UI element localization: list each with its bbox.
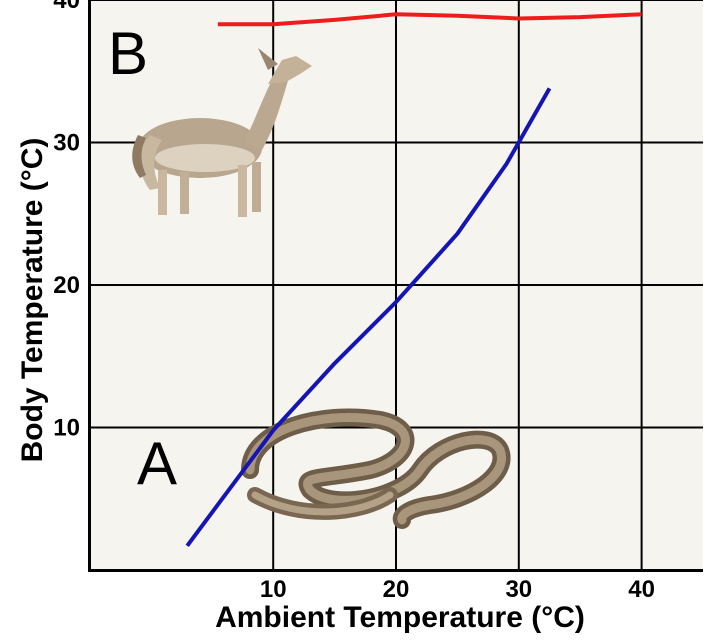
- y-tick-label: 40: [53, 0, 80, 14]
- coyote-illustration: [132, 48, 312, 217]
- x-tick-label: 40: [628, 576, 655, 603]
- series-line-a: [185, 87, 552, 547]
- series-a-label: A: [137, 430, 177, 497]
- y-tick-label: 20: [53, 272, 80, 299]
- series-lines: [185, 12, 642, 547]
- x-tick-label: 10: [260, 576, 287, 603]
- x-axis-title: Ambient Temperature (°C): [215, 601, 585, 634]
- y-tick-label: 30: [53, 130, 80, 157]
- x-tick-label: 30: [505, 576, 532, 603]
- series-b-label: B: [108, 20, 148, 87]
- snake-illustration: [241, 408, 511, 529]
- x-tick-label: 20: [383, 576, 410, 603]
- tick-labels: 10 20 30 40 10 20 30 40: [53, 0, 655, 603]
- axes: [88, 0, 703, 572]
- y-tick-label: 10: [53, 415, 80, 442]
- series-line-b: [217, 12, 642, 27]
- y-axis-title: Body Temperature (°C): [16, 138, 49, 463]
